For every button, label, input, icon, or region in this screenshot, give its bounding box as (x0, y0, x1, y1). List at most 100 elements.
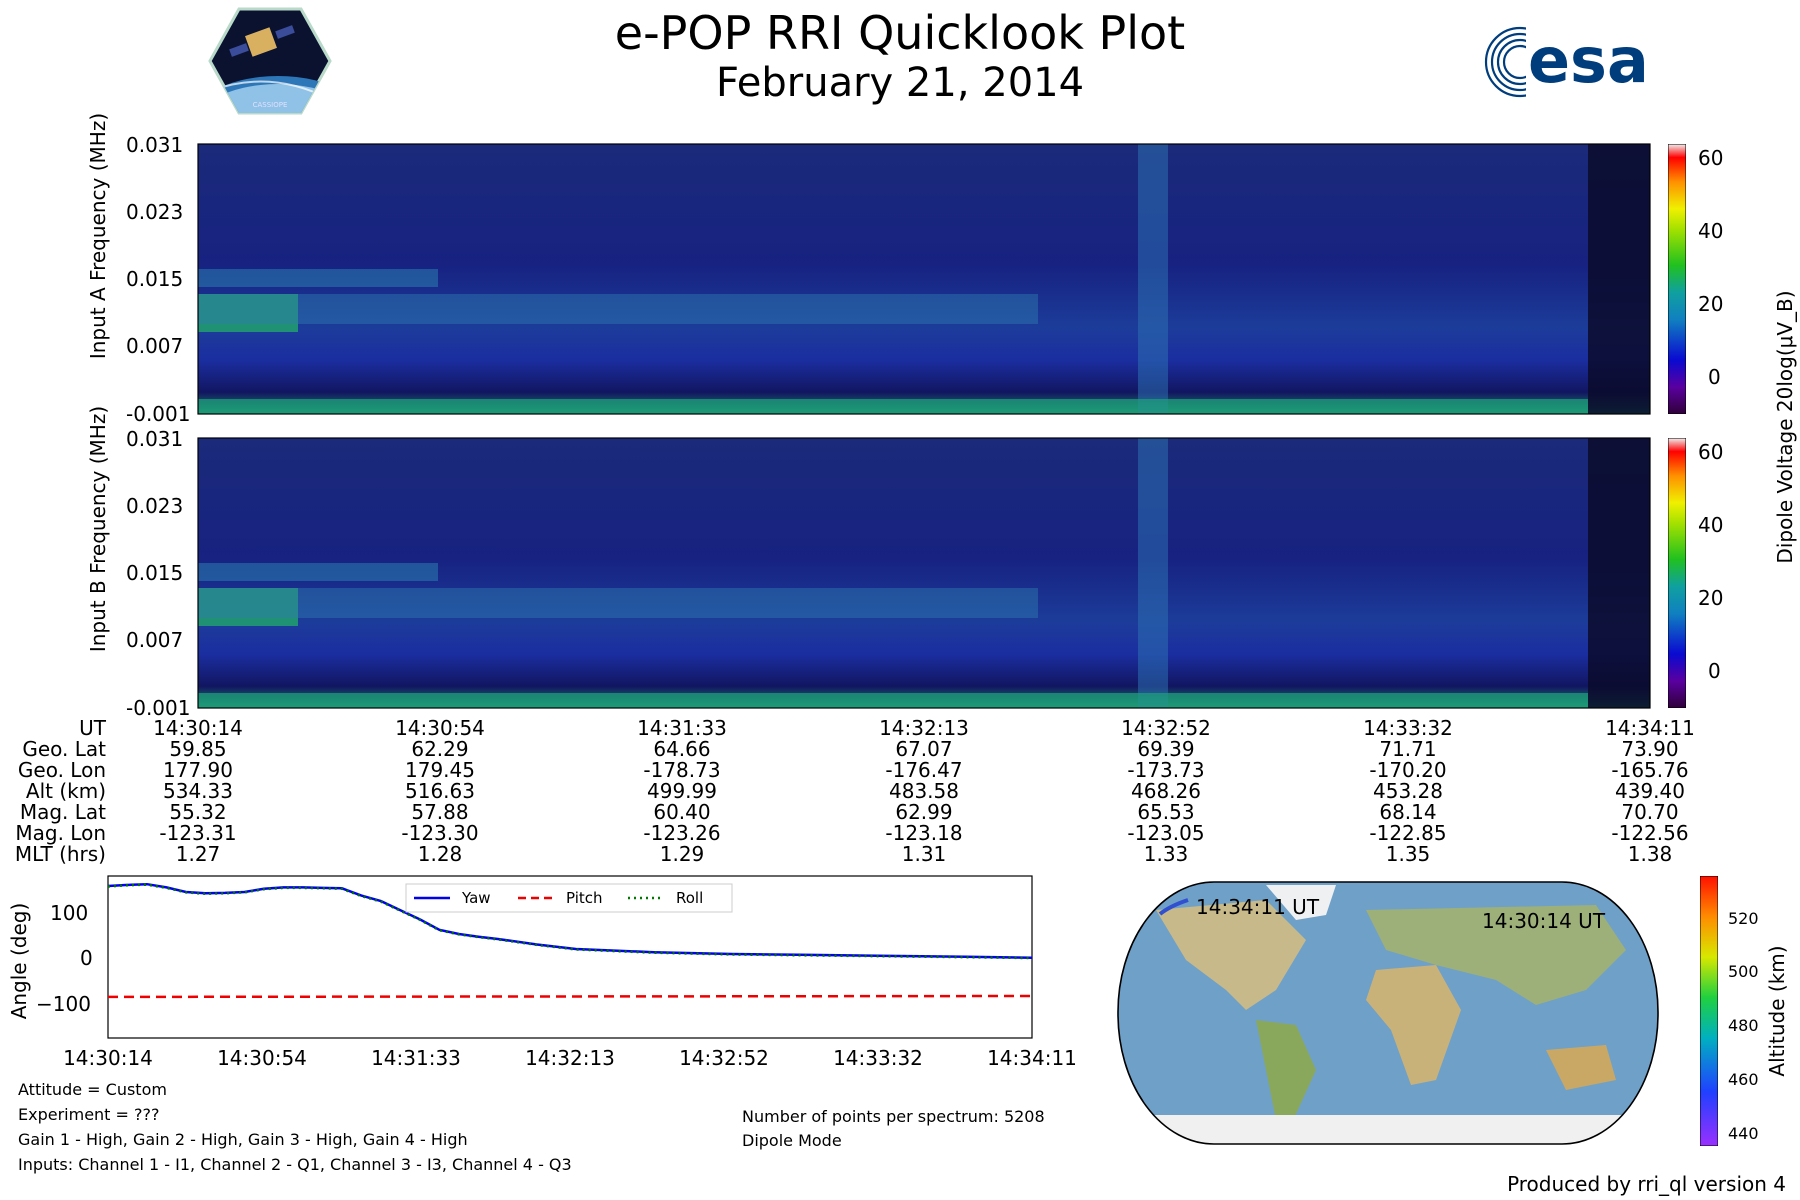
orbit-row-label: Alt (km) (25, 779, 106, 803)
altitude-colorbar-tick: 480 (1728, 1016, 1759, 1035)
legend-yaw: Yaw (461, 889, 491, 907)
continent-eurasia (1366, 905, 1626, 1005)
orbit-row-label: Mag. Lon (15, 821, 106, 845)
orbit-value: 1.31 (901, 842, 947, 866)
orbit-value: 55.32 (169, 800, 227, 824)
orbit-value: -173.73 (1127, 758, 1205, 782)
ground-track-map: 14:34:11 UT 14:30:14 UT (1117, 881, 1659, 1145)
orbit-value: 179.45 (405, 758, 475, 782)
orbit-ut-value: 14:34:11 (1605, 716, 1695, 740)
orbit-ut-value: 14:32:13 (879, 716, 969, 740)
orbit-value: -123.18 (885, 821, 963, 845)
orbit-row-label: Geo. Lat (22, 737, 106, 761)
spectrogram-b-ytick: 0.023 (126, 494, 184, 518)
orbit-value: 69.39 (1137, 737, 1195, 761)
spectrogram-b-ytick: 0.031 (126, 427, 184, 451)
orbit-value: 439.40 (1615, 779, 1685, 803)
attitude-xtick: 14:30:14 (63, 1046, 153, 1070)
spectrogram-b-ytick: 0.015 (126, 561, 184, 585)
info-inputs: Inputs: Channel 1 - I1, Channel 2 - Q1, … (18, 1155, 572, 1174)
orbit-ut-value: 14:30:14 (153, 716, 243, 740)
attitude-plot: Yaw Pitch Roll (107, 875, 1033, 1039)
continent-south-america (1256, 1020, 1316, 1125)
orbit-value: 1.33 (1143, 842, 1189, 866)
orbit-value: -122.85 (1369, 821, 1447, 845)
legend-pitch: Pitch (566, 889, 603, 907)
continent-north-america (1156, 900, 1306, 1010)
altitude-colorbar-tick: 500 (1728, 962, 1759, 981)
page-title: e-POP RRI Quicklook Plot (614, 6, 1186, 60)
spectrogram-b-burst (1138, 438, 1168, 708)
track-end-label: 14:30:14 UT (1482, 909, 1606, 933)
orbit-value: 57.88 (411, 800, 469, 824)
orbit-value: -123.26 (643, 821, 721, 845)
orbit-value: 67.07 (895, 737, 953, 761)
altitude-colorbar-tick: 520 (1728, 909, 1759, 928)
orbit-value: -123.30 (401, 821, 479, 845)
orbit-value: 68.14 (1379, 800, 1437, 824)
orbit-value: 499.99 (647, 779, 717, 803)
page-date: February 21, 2014 (715, 60, 1085, 106)
altitude-colorbar-tick: 440 (1728, 1124, 1759, 1143)
colorbar-b-tick: 60 (1698, 440, 1724, 464)
orbit-value: 534.33 (163, 779, 233, 803)
attitude-ylabel: Angle (deg) (7, 902, 31, 1020)
orbit-value: -123.31 (159, 821, 237, 845)
continent-africa (1366, 965, 1461, 1085)
orbit-value: 453.28 (1373, 779, 1443, 803)
attitude-legend: Yaw Pitch Roll (405, 883, 733, 913)
info-points: Number of points per spectrum: 5208 (742, 1107, 1045, 1126)
attitude-xtick: 14:34:11 (987, 1046, 1077, 1070)
info-mode: Dipole Mode (742, 1131, 842, 1150)
orbit-row-label: UT (79, 716, 106, 740)
info-attitude: Attitude = Custom (18, 1080, 167, 1099)
altitude-colorbar-label: Altitude (km) (1765, 945, 1789, 1077)
attitude-xtick: 14:30:54 (217, 1046, 307, 1070)
altitude-colorbar-tick: 460 (1728, 1070, 1759, 1089)
attitude-ytick: −100 (36, 992, 91, 1016)
colorbar-a-tick: 40 (1698, 219, 1724, 243)
orbit-value: 65.53 (1137, 800, 1195, 824)
spectrogram-b-ytick: 0.007 (126, 628, 184, 652)
orbit-value: 62.99 (895, 800, 953, 824)
orbit-value: 60.40 (653, 800, 711, 824)
info-experiment: Experiment = ??? (18, 1105, 160, 1124)
colorbar-label: Dipole Voltage 20log(μV_B) (1773, 290, 1797, 564)
colorbar-a-tick: 0 (1708, 365, 1721, 389)
spectrogram-a (197, 143, 1651, 415)
spectrogram-a-dark-edge (1588, 144, 1650, 414)
orbit-value: 62.29 (411, 737, 469, 761)
spectrogram-b-band (198, 588, 298, 626)
spectrogram-a-ytick: -0.001 (126, 402, 191, 426)
cassiope-logo-text: CASSIOPE (253, 101, 288, 109)
orbit-value: 177.90 (163, 758, 233, 782)
colorbar-b-tick: 40 (1698, 513, 1724, 537)
attitude-ytick: 0 (80, 946, 93, 970)
orbit-ut-value: 14:30:54 (395, 716, 485, 740)
orbit-ut-value: 14:31:33 (637, 716, 727, 740)
orbit-ut-value: 14:33:32 (1363, 716, 1453, 740)
orbit-value: 71.71 (1379, 737, 1437, 761)
colorbar-b-tick: 20 (1698, 586, 1724, 610)
spectrogram-b-ytick: -0.001 (126, 696, 191, 720)
orbit-value: -123.05 (1127, 821, 1205, 845)
altitude-colorbar (1700, 876, 1718, 1146)
orbit-value: -176.47 (885, 758, 963, 782)
orbit-row-label: Mag. Lat (19, 800, 106, 824)
spectrogram-b-floor (198, 693, 1588, 708)
cassiope-logo: CASSIOPE (208, 7, 332, 115)
esa-logo: esa (1484, 22, 1649, 102)
orbit-value: 516.63 (405, 779, 475, 803)
esa-logo-text: esa (1528, 24, 1649, 97)
orbit-value: 59.85 (169, 737, 227, 761)
colorbar-a-tick: 20 (1698, 292, 1724, 316)
attitude-ytick: 100 (50, 901, 89, 925)
ground-track (1158, 898, 1189, 916)
spectrogram-b-ylabel: Input B Frequency (MHz) (86, 405, 110, 653)
track-start-label: 14:34:11 UT (1196, 895, 1320, 919)
spectrogram-a-ytick: 0.031 (126, 133, 184, 157)
attitude-xtick: 14:31:33 (371, 1046, 461, 1070)
orbit-value: -165.76 (1611, 758, 1689, 782)
series-roll (107, 883, 1033, 960)
spectrogram-a-burst (1138, 144, 1168, 414)
